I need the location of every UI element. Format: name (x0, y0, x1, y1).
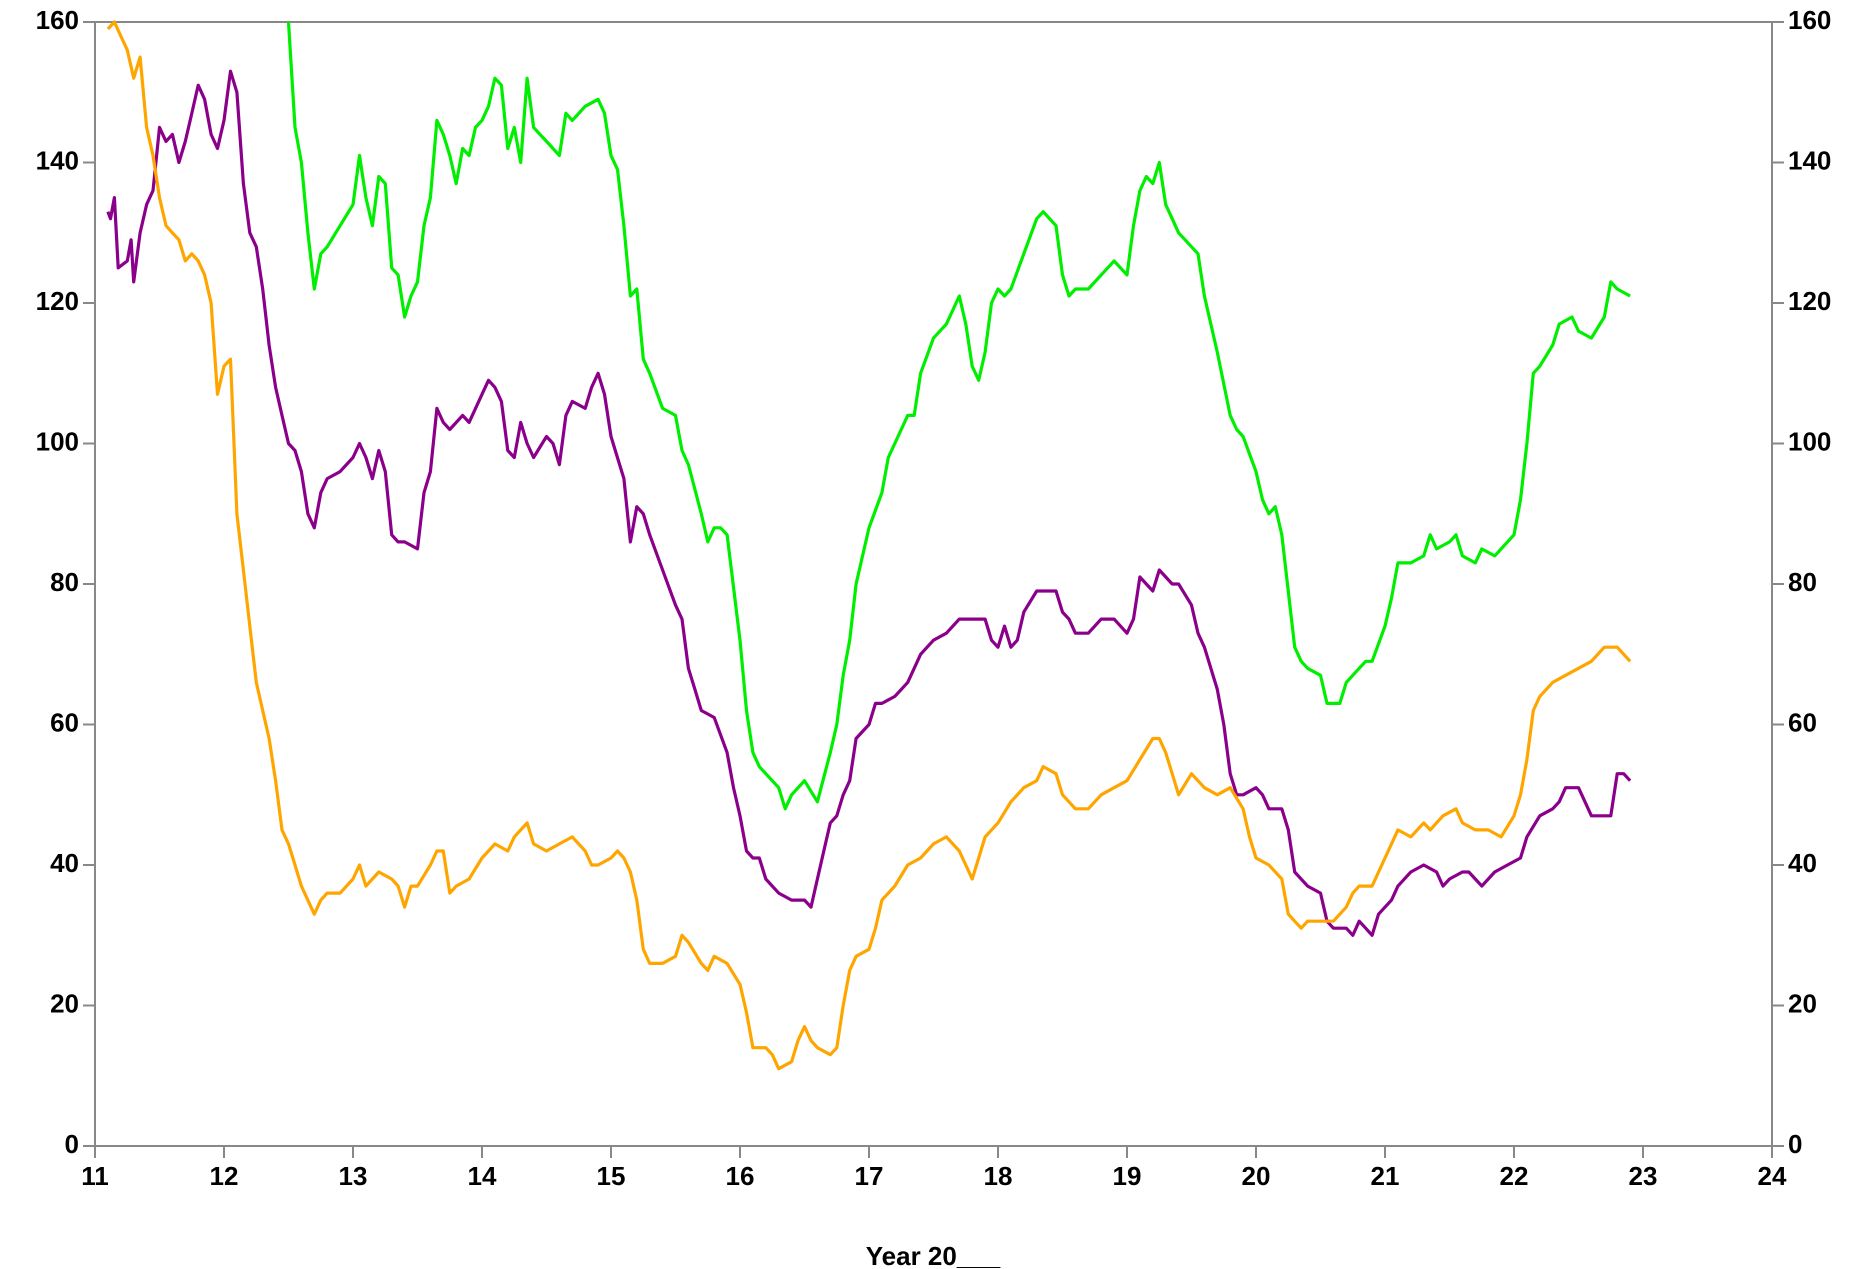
plot-frame (94, 21, 1773, 1147)
y-tick-label: 60 (50, 707, 79, 737)
y-tick-label: 120 (36, 286, 79, 316)
x-tick-label: 17 (855, 1161, 884, 1191)
y2-tick-label: 120 (1788, 286, 1831, 316)
y2-tick-label: 60 (1788, 707, 1817, 737)
x-axis-title: Year 20___ (866, 1241, 1001, 1269)
y-tick-label: 0 (65, 1129, 79, 1159)
y-tick-label: 80 (50, 567, 79, 597)
x-tick-label: 16 (726, 1161, 755, 1191)
x-tick-label: 20 (1242, 1161, 1271, 1191)
y2-tick-label: 100 (1788, 426, 1831, 456)
x-tick-label: 19 (1113, 1161, 1142, 1191)
y2-tick-label: 140 (1788, 145, 1831, 175)
x-tick-label: 21 (1371, 1161, 1400, 1191)
series-line (106, 20, 1632, 1071)
y-tick-label: 40 (50, 848, 79, 878)
x-tick-label: 11 (81, 1161, 109, 1191)
x-tick-label: 14 (468, 1161, 497, 1191)
x-tick-label: 23 (1629, 1161, 1658, 1191)
series-line (106, 69, 1632, 937)
y2-tick-label: 160 (1788, 5, 1831, 35)
y2-tick-label: 20 (1788, 988, 1817, 1018)
y-tick-label: 160 (36, 5, 79, 35)
y-tick-label: 20 (50, 988, 79, 1018)
series-line (286, 21, 1631, 811)
y2-tick-label: 40 (1788, 848, 1817, 878)
x-tick-label: 22 (1500, 1161, 1529, 1191)
x-tick-label: 12 (210, 1161, 239, 1191)
x-tick-label: 15 (597, 1161, 626, 1191)
x-tick-label: 13 (339, 1161, 368, 1191)
x-tick-label: 18 (984, 1161, 1013, 1191)
y-tick-label: 100 (36, 426, 79, 456)
x-tick-label: 24 (1758, 1161, 1787, 1191)
y2-tick-label: 0 (1788, 1129, 1802, 1159)
y-tick-label: 140 (36, 145, 79, 175)
y2-tick-label: 80 (1788, 567, 1817, 597)
